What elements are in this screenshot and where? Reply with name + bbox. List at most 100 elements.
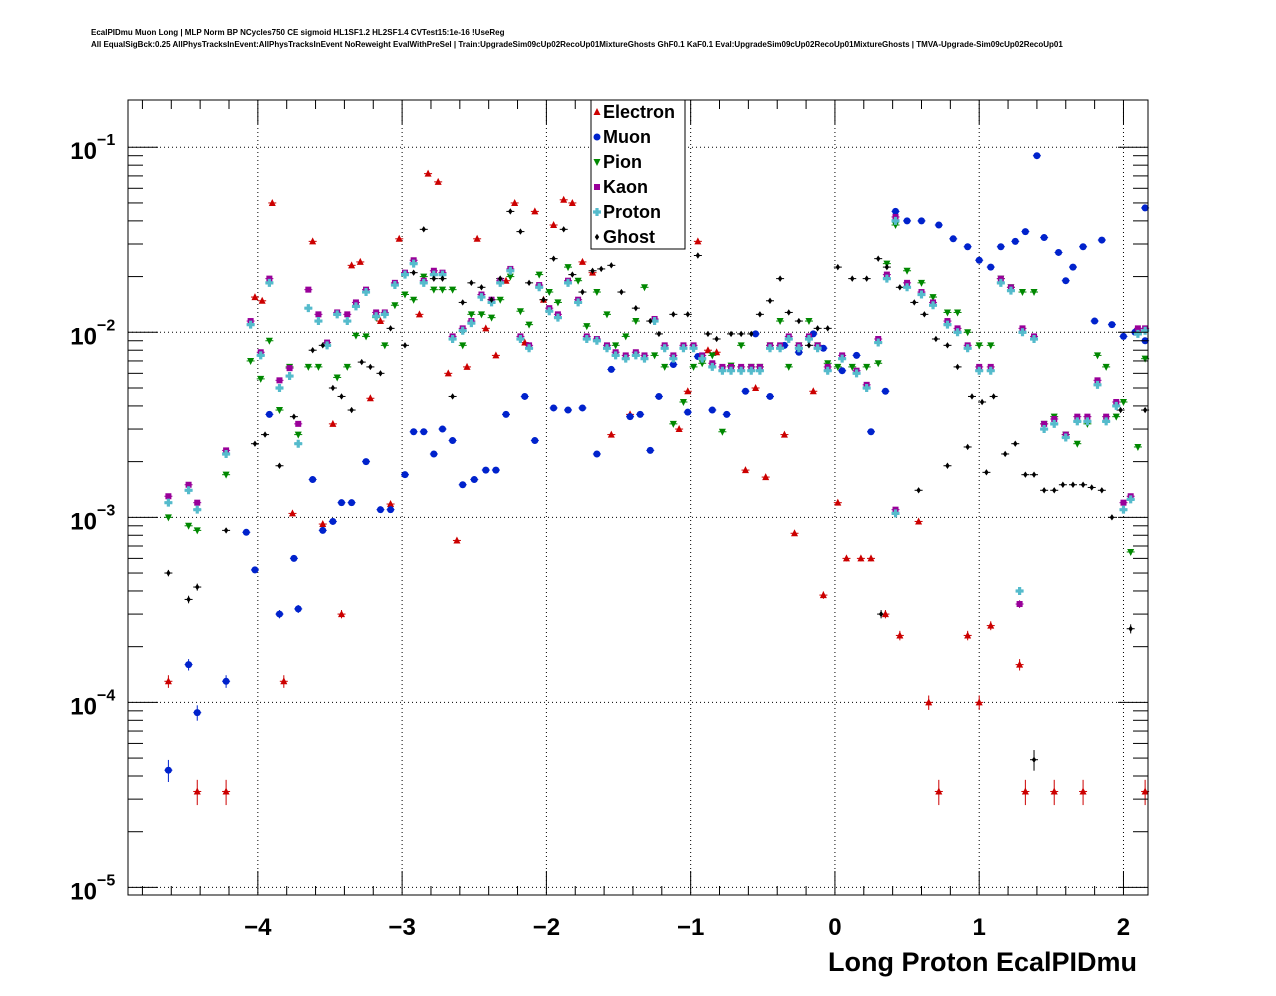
electron-data-point — [531, 207, 539, 215]
pion-data-point — [954, 309, 962, 317]
electron-data-point — [915, 517, 923, 525]
ghost-data-point — [912, 299, 917, 306]
electron-data-point — [1050, 787, 1058, 795]
pion-data-point — [247, 357, 255, 365]
kaon-data-point — [1074, 413, 1081, 420]
proton-data-point — [1040, 425, 1049, 434]
pion-data-point — [564, 264, 572, 272]
proton-data-point — [1141, 326, 1150, 335]
proton-data-point — [343, 317, 352, 326]
muon-data-point — [819, 344, 827, 352]
proton-data-point — [401, 270, 410, 279]
ghost-data-point — [518, 228, 523, 235]
proton-data-point — [438, 270, 447, 279]
muon-data-point — [420, 428, 428, 436]
pion-data-point — [333, 374, 341, 382]
muon-data-point — [646, 446, 654, 454]
kaon-data-point — [315, 311, 322, 318]
proton-data-point — [1006, 286, 1015, 295]
legend-label-electron: Electron — [603, 102, 675, 122]
proton-data-point — [304, 304, 313, 313]
legend-label-pion: Pion — [603, 152, 642, 172]
pion-data-point — [1127, 548, 1135, 556]
pion-data-point — [545, 289, 553, 297]
muon-data-point — [521, 392, 529, 400]
muon-data-point — [1040, 234, 1048, 242]
electron-data-point — [356, 257, 364, 265]
muon-data-point — [164, 766, 172, 774]
proton-data-point — [794, 344, 803, 353]
ghost-data-point — [806, 342, 812, 349]
muon-data-point — [193, 709, 201, 717]
ghost-data-point — [1089, 484, 1094, 491]
proton-data-point — [351, 302, 360, 311]
pion-data-point — [1112, 413, 1120, 421]
pion-data-point — [640, 284, 648, 292]
proton-data-point — [679, 344, 688, 353]
proton-data-point — [1102, 417, 1111, 426]
muon-data-point — [636, 410, 644, 418]
muon-data-point — [502, 410, 510, 418]
ghost-data-point — [633, 304, 639, 312]
pion-data-point — [488, 314, 496, 322]
ghost-data-point — [223, 527, 229, 534]
kaon-data-point — [1051, 415, 1058, 422]
proton-data-point — [429, 270, 438, 279]
electron-data-point — [607, 430, 615, 438]
ghost-data-point — [714, 335, 719, 343]
pion-data-point — [622, 333, 630, 341]
electron-data-point — [896, 631, 904, 639]
electron-data-point — [309, 237, 317, 245]
ghost-data-point — [695, 252, 701, 259]
muon-data-point — [401, 471, 409, 479]
kaon-data-point — [286, 365, 293, 372]
muon-data-point — [578, 404, 586, 412]
ghost-data-point — [440, 275, 445, 282]
electron-data-point — [463, 362, 471, 370]
ghost-data-point — [330, 384, 336, 392]
pion-data-point — [449, 286, 457, 294]
proton-data-point — [314, 317, 323, 326]
electron-data-point — [935, 787, 943, 795]
ghost-data-point — [551, 255, 556, 262]
electron-data-point — [568, 198, 576, 206]
muon-data-point — [881, 387, 889, 395]
ghost-data-point — [1118, 406, 1123, 414]
pion-data-point — [265, 337, 273, 345]
proton-data-point — [1061, 433, 1070, 442]
y-tick-label: 10 −5 — [70, 872, 115, 905]
muon-data-point — [917, 217, 925, 225]
muon-data-point — [329, 517, 337, 525]
ghost-data-point — [656, 330, 662, 338]
pion-data-point — [848, 363, 856, 371]
y-tick-base: 10 — [70, 508, 97, 535]
electron-data-point — [791, 529, 799, 537]
electron-data-point — [780, 430, 788, 438]
electron-data-point — [434, 177, 442, 185]
muon-data-point — [550, 404, 558, 412]
muon-data-point — [607, 365, 615, 373]
ghost-data-point — [580, 288, 585, 296]
proton-data-point — [903, 283, 912, 292]
proton-data-point — [582, 334, 591, 343]
ghost-data-point — [378, 370, 383, 377]
muon-data-point — [531, 437, 539, 445]
ghost-data-point — [498, 275, 503, 282]
ghost-data-point — [671, 311, 676, 318]
muon-data-point — [439, 425, 447, 433]
ghost-data-point — [1031, 756, 1037, 763]
muon-data-point — [1021, 228, 1029, 236]
muon-data-point — [294, 605, 302, 613]
muon-data-point — [1141, 204, 1149, 212]
ghost-data-point — [945, 462, 950, 469]
y-tick-exponent: −5 — [97, 872, 115, 889]
muon-data-point — [319, 526, 327, 534]
pion-data-point — [496, 296, 504, 304]
proton-data-point — [963, 344, 972, 353]
electron-data-point — [415, 310, 423, 318]
ghost-data-point — [933, 335, 939, 343]
proton-data-point — [1112, 401, 1121, 410]
proton-data-point — [477, 293, 486, 302]
muon-data-point — [376, 506, 384, 514]
electron-data-point — [925, 698, 933, 706]
